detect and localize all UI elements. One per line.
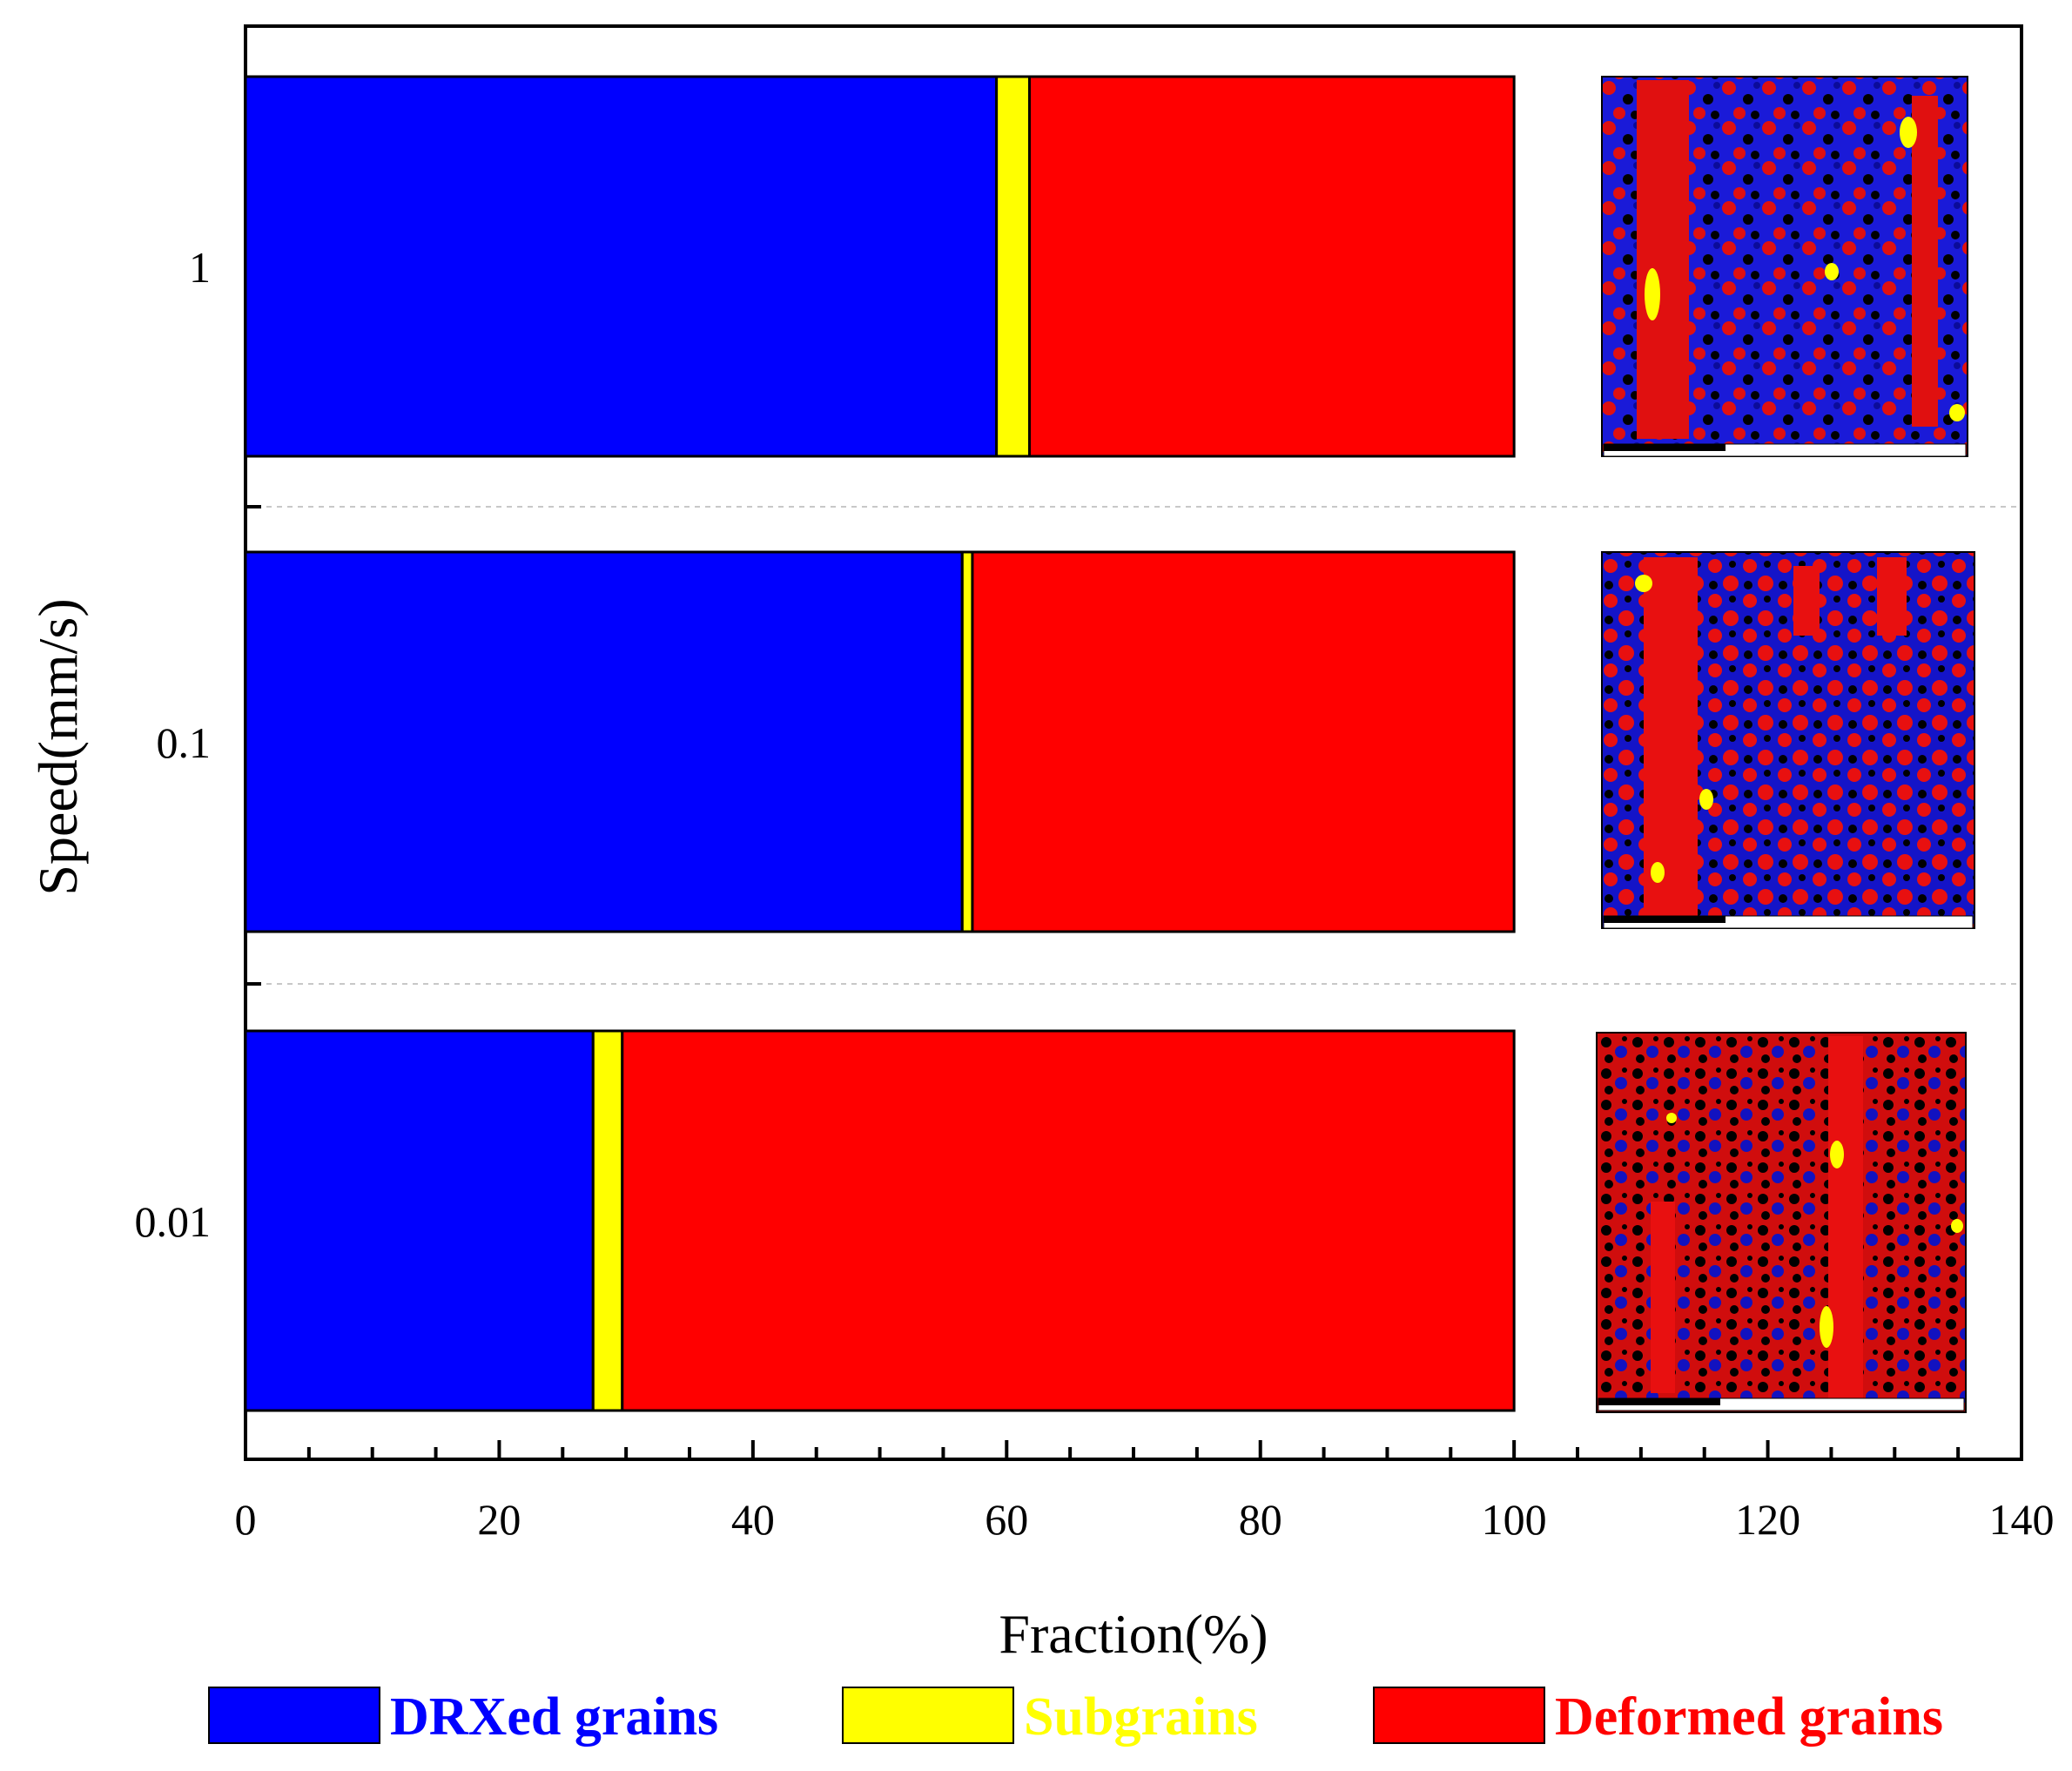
y-tick-labels-group: 1 0.1 0.01 (135, 243, 212, 1246)
bar-subgrains-0 (995, 75, 1032, 458)
y-tick-label: 0.01 (135, 1197, 212, 1246)
y-tick-label: 1 (189, 243, 211, 292)
legend-label: Subgrains (1024, 1687, 1258, 1747)
bar-drxed-grains-1 (244, 550, 964, 933)
legend-swatch (842, 1687, 1014, 1744)
y-axis-title: Speed(mm/s) (27, 598, 89, 895)
x-tick-label: 100 (1482, 1495, 1547, 1544)
bar-deformed-grains-0 (1028, 75, 1516, 458)
x-tick-label: 40 (731, 1495, 775, 1544)
bar-drxed-grains-2 (244, 1029, 595, 1412)
x-tick-label: 20 (477, 1495, 521, 1544)
x-tick-label: 60 (985, 1495, 1028, 1544)
bar-drxed-grains-0 (244, 75, 999, 458)
x-tick-label: 140 (1989, 1495, 2055, 1544)
x-tick-label: 120 (1735, 1495, 1800, 1544)
legend-label: DRXed grains (390, 1687, 718, 1747)
x-ticks-group: 0 20 40 60 80 100 120 140 (235, 1440, 2055, 1544)
x-tick-label: 80 (1239, 1495, 1282, 1544)
legend-swatch (208, 1687, 380, 1744)
grain-map-image-3 (1596, 1032, 1967, 1413)
bar-deformed-grains-2 (621, 1029, 1516, 1412)
bar-subgrains-2 (591, 1029, 624, 1412)
grain-map-image-1 (1601, 76, 1968, 457)
x-tick-label: 0 (235, 1495, 257, 1544)
legend-label: Deformed grains (1555, 1687, 1943, 1747)
legend-swatch (1373, 1687, 1545, 1744)
x-axis-title: Fraction(%) (999, 1603, 1268, 1665)
bars-group (244, 75, 1516, 1412)
bar-subgrains-1 (960, 550, 974, 933)
y-tick-label: 0.1 (157, 718, 212, 767)
legend: DRXed grains Subgrains Deformed grains (208, 1687, 1943, 1747)
grain-map-image-2 (1601, 551, 1975, 929)
bar-deformed-grains-1 (971, 550, 1516, 933)
